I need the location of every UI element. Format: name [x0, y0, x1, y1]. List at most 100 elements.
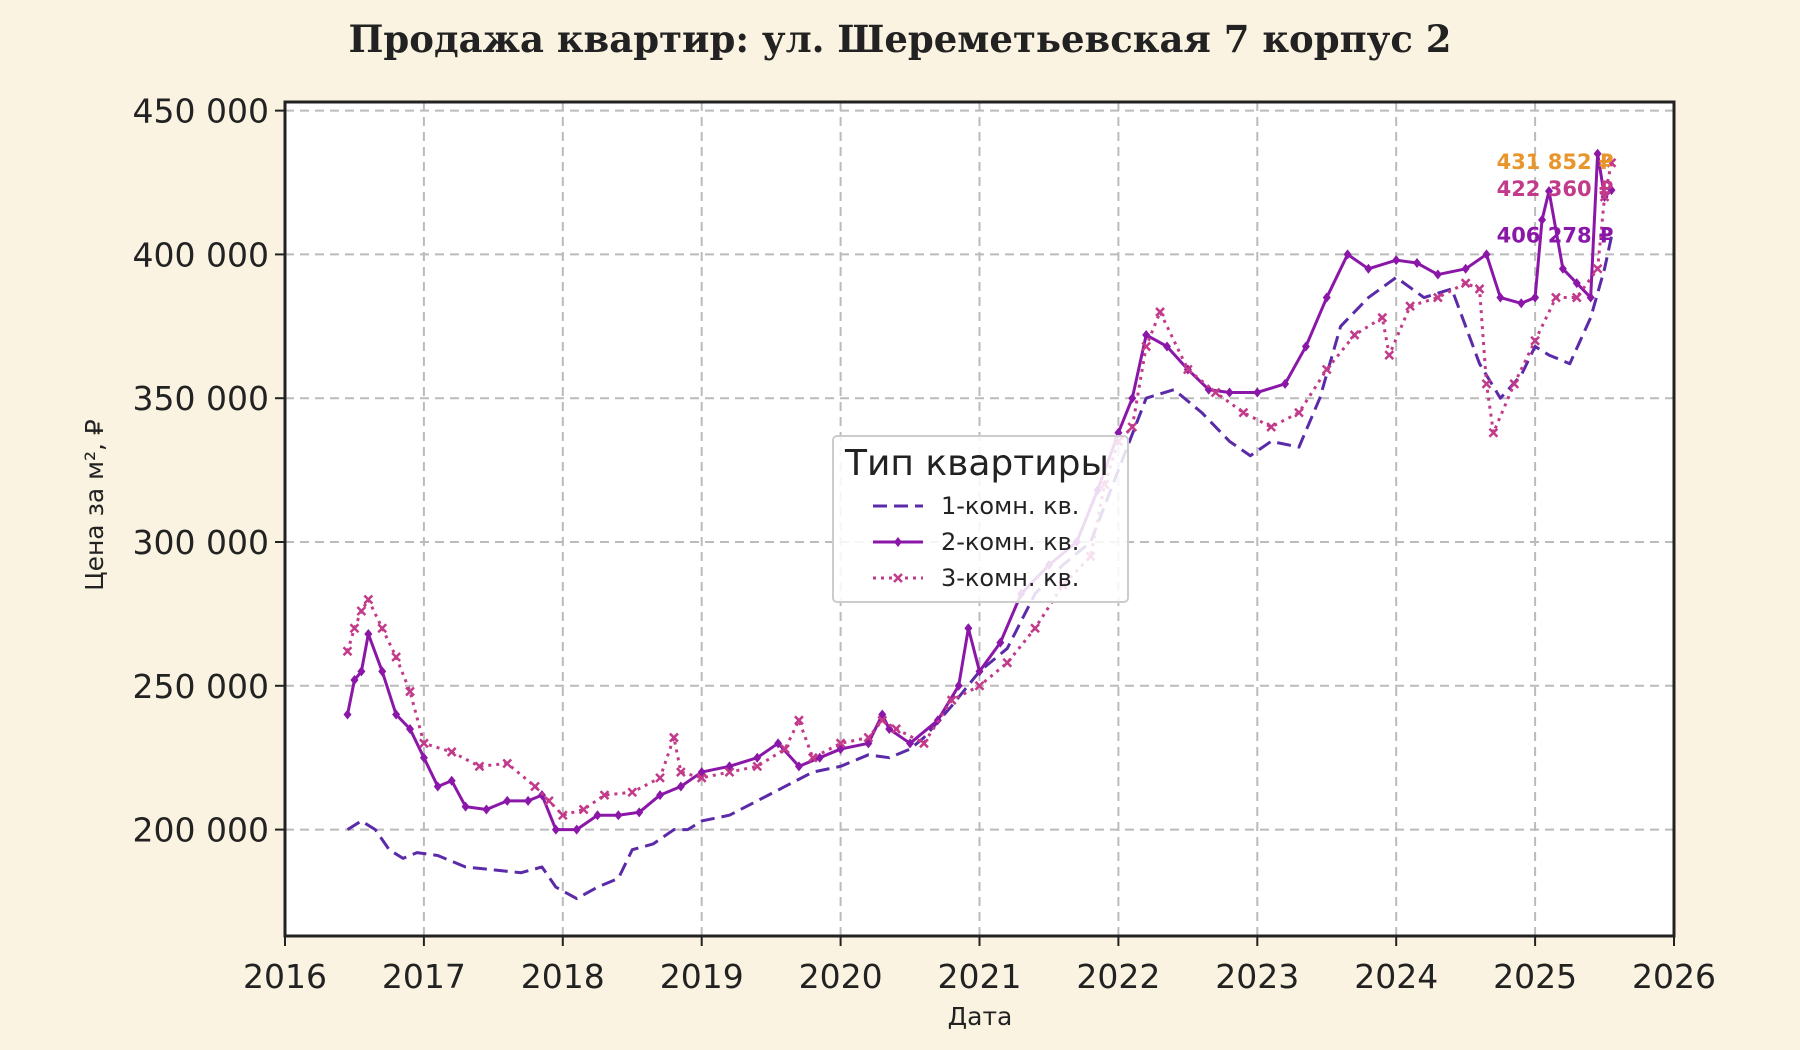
data-point — [1405, 301, 1415, 312]
data-point — [350, 675, 359, 686]
data-point — [446, 747, 457, 757]
data-point — [1599, 192, 1610, 202]
data-point — [1530, 335, 1540, 346]
data-point — [1482, 249, 1491, 260]
data-point — [1002, 657, 1013, 668]
data-point — [1364, 263, 1373, 274]
data-point — [357, 666, 366, 677]
data-point — [1481, 378, 1492, 389]
series-3-комн. кв. — [342, 157, 1617, 821]
end-value-labels: 431 852 ₽ 422 360 ₽ 406 278 ₽ — [1497, 150, 1614, 248]
y-tick-label: 400 000 — [133, 235, 269, 274]
data-point — [807, 752, 818, 763]
data-point — [752, 761, 763, 772]
data-point — [1460, 278, 1471, 289]
data-point — [1155, 307, 1165, 317]
x-tick-label: 2020 — [799, 957, 883, 996]
data-point — [1377, 312, 1388, 323]
data-point — [919, 738, 929, 749]
data-point — [1127, 422, 1138, 432]
data-point — [1392, 255, 1401, 266]
end-value-label: 431 852 ₽ — [1497, 150, 1614, 174]
x-tick-label: 2022 — [1076, 957, 1160, 996]
series-layer — [342, 148, 1617, 901]
data-point — [356, 606, 367, 616]
data-point — [349, 623, 360, 634]
data-point — [593, 810, 602, 821]
legend-entry-label: 3-комн. кв. — [941, 564, 1079, 592]
data-point — [599, 790, 610, 800]
data-point — [578, 804, 589, 815]
data-point — [1204, 384, 1213, 395]
x-tick-label: 2019 — [660, 957, 744, 996]
data-point — [1607, 185, 1616, 196]
data-point — [906, 738, 915, 749]
legend: Тип квартиры 1-комн. кв. 2-комн. кв. 3-комн… — [832, 435, 1129, 603]
data-point — [894, 537, 902, 547]
data-point — [419, 752, 428, 763]
data-point — [1142, 329, 1151, 340]
data-point — [815, 752, 824, 763]
data-point — [1572, 278, 1581, 289]
y-axis-label: Цена за м², ₽ — [80, 419, 109, 591]
data-point — [377, 623, 388, 634]
data-point — [964, 623, 973, 634]
x-tick-label: 2016 — [243, 957, 327, 996]
data-point — [1128, 393, 1137, 404]
data-point — [1571, 292, 1582, 303]
x-tick-label: 2017 — [382, 957, 466, 996]
data-point — [696, 772, 707, 783]
data-point — [392, 709, 401, 720]
data-point — [524, 795, 533, 806]
y-tick-label: 450 000 — [133, 92, 269, 131]
series-line — [346, 162, 1613, 817]
data-point — [406, 723, 415, 734]
legend-box — [832, 435, 1129, 603]
x-tick-label: 2021 — [938, 957, 1022, 996]
data-point — [655, 772, 665, 783]
data-point — [1592, 263, 1603, 274]
data-point — [1413, 258, 1422, 269]
legend-entry-label: 2-комн. кв. — [941, 528, 1079, 556]
data-point — [1606, 157, 1617, 168]
data-point — [342, 646, 353, 657]
x-tick-label: 2018 — [521, 957, 605, 996]
data-point — [1384, 350, 1395, 360]
x-tick-label: 2023 — [1215, 957, 1299, 996]
data-point — [635, 807, 644, 818]
data-point — [1538, 214, 1547, 225]
data-point — [1030, 623, 1040, 634]
data-point — [1593, 148, 1602, 159]
legend-entry-label: 1-комн. кв. — [941, 492, 1079, 520]
data-point — [1294, 407, 1304, 418]
data-point — [724, 767, 735, 777]
data-point — [572, 824, 581, 835]
data-point — [1182, 364, 1193, 375]
data-point — [1141, 341, 1152, 352]
data-point — [1266, 422, 1277, 432]
data-point — [502, 758, 513, 769]
legend-title: Тип квартиры — [844, 443, 1109, 484]
data-point — [614, 810, 623, 821]
data-point — [676, 781, 685, 792]
data-point — [1433, 269, 1442, 280]
data-point — [1281, 378, 1290, 389]
y-tick-label: 300 000 — [133, 523, 269, 562]
data-point — [433, 781, 442, 792]
data-point — [503, 795, 512, 806]
data-point — [1531, 292, 1540, 303]
data-point — [669, 732, 679, 743]
data-point — [1301, 341, 1310, 352]
data-point — [461, 801, 470, 812]
data-point — [544, 795, 554, 806]
series-2-комн. кв. — [343, 148, 1616, 835]
data-point — [391, 652, 402, 662]
data-point — [1163, 341, 1172, 352]
data-point — [447, 775, 456, 786]
data-point — [975, 666, 984, 677]
data-point — [1558, 263, 1567, 274]
data-point — [753, 752, 762, 763]
data-point — [794, 761, 803, 772]
y-tick-label: 200 000 — [133, 811, 269, 850]
